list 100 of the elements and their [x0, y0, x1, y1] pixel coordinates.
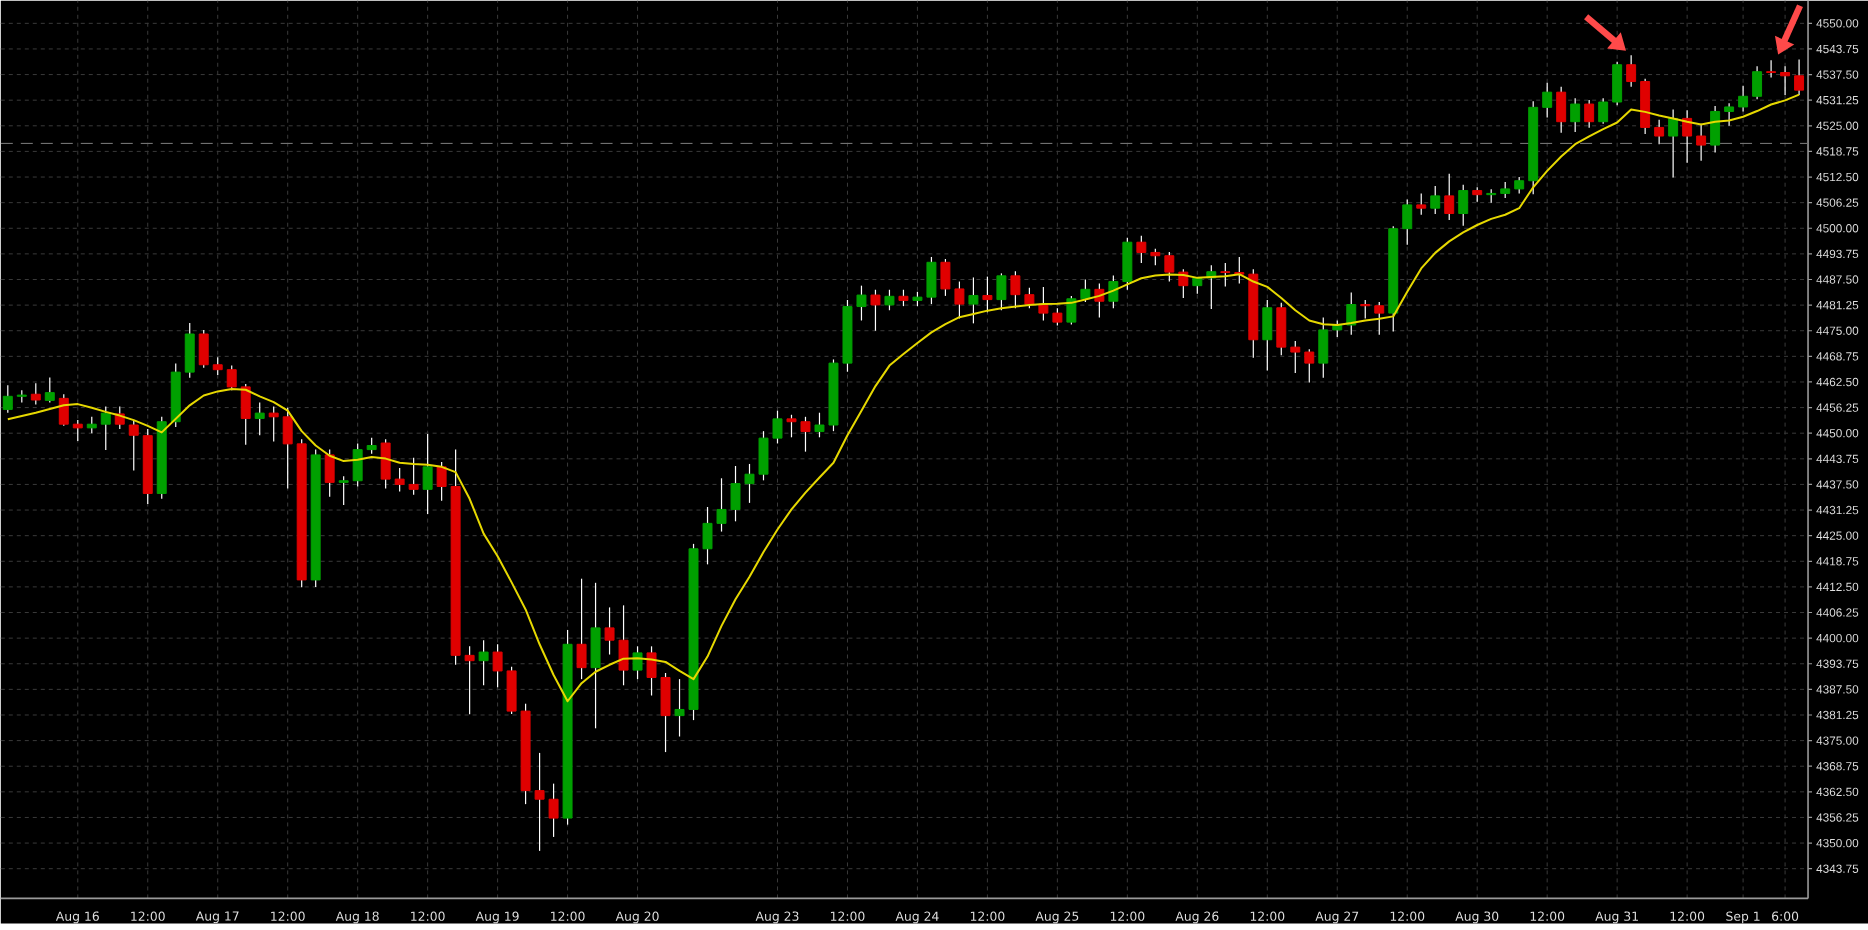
y-tick-label: 4381.25	[1816, 710, 1859, 720]
y-tick-label: 4387.50	[1816, 685, 1859, 694]
x-tick-label: 12:00	[1250, 911, 1285, 921]
candlestick	[1780, 65, 1791, 96]
y-tick-label: 4412.50	[1816, 582, 1859, 592]
candlestick	[1010, 270, 1021, 309]
y-tick-label: 4437.50	[1816, 480, 1859, 489]
candlestick	[814, 412, 825, 438]
candlestick	[982, 276, 993, 313]
candlestick	[1066, 295, 1077, 326]
y-tick-label: 4525.00	[1816, 121, 1859, 131]
candlestick	[1542, 82, 1553, 119]
y-tick-label: 4550.00	[1816, 19, 1859, 28]
x-tick-label: Aug 20	[615, 911, 659, 924]
x-tick-label: 12:00	[1530, 911, 1565, 921]
y-tick-label: 4350.00	[1816, 838, 1859, 848]
candlestick	[576, 578, 587, 680]
candlestick	[1360, 299, 1371, 320]
candlestick	[1458, 184, 1469, 227]
y-tick-label: 4468.75	[1816, 352, 1859, 361]
x-tick-label: 12:00	[1670, 911, 1705, 921]
x-tick-label: Aug 30	[1455, 911, 1499, 924]
candlestick	[1416, 192, 1427, 216]
candlestick	[604, 606, 615, 656]
candlestick	[674, 678, 685, 738]
candlestick	[786, 414, 797, 438]
x-tick-label: Aug 19	[475, 911, 519, 924]
candlestick	[632, 645, 643, 680]
candlestick	[1038, 286, 1049, 322]
x-tick-label: Aug 26	[1175, 911, 1219, 924]
candlestick	[254, 401, 265, 436]
candlestick	[226, 365, 237, 391]
candlestick	[30, 382, 41, 406]
candlestick	[1304, 348, 1315, 384]
y-tick-label: 4343.75	[1816, 864, 1859, 873]
candlestick	[716, 477, 727, 533]
x-tick-label: 12:00	[970, 911, 1005, 921]
x-tick-label: Aug 24	[895, 911, 939, 924]
candlestick	[1136, 235, 1147, 264]
y-tick-label: 4375.00	[1816, 736, 1859, 745]
y-tick-label: 4531.25	[1816, 96, 1859, 105]
candlestick	[1164, 251, 1175, 283]
candlestick	[72, 419, 83, 442]
y-tick-label: 4418.75	[1816, 557, 1859, 566]
y-tick-label: 4493.75	[1816, 249, 1859, 259]
x-tick-label: 12:00	[1390, 911, 1425, 921]
x-tick-label: Aug 27	[1315, 911, 1359, 924]
candlestick	[856, 285, 867, 322]
candlestick	[1654, 119, 1665, 145]
y-tick-label: 4356.25	[1816, 813, 1859, 822]
candlestick	[1108, 274, 1119, 309]
candlestick	[548, 783, 559, 838]
candlestick	[884, 289, 895, 311]
candlestick	[1290, 340, 1301, 374]
x-tick-label: 12:00	[551, 911, 585, 921]
candlestick	[1402, 199, 1413, 246]
candlestick	[1584, 99, 1595, 129]
candlestick	[1682, 109, 1693, 164]
y-tick-label: 4462.50	[1816, 377, 1859, 387]
y-tick-label: 4487.50	[1816, 275, 1859, 284]
x-tick-label: Sep 1	[1726, 911, 1760, 924]
candlestick	[478, 639, 489, 686]
candlestick	[870, 289, 881, 332]
x-tick-label: 12:00	[830, 911, 865, 921]
candlestick	[1668, 108, 1679, 179]
candlestick	[1598, 97, 1609, 125]
candlestick	[772, 410, 783, 445]
candlestick	[492, 643, 503, 688]
y-tick-label: 4368.75	[1816, 762, 1859, 771]
candlestick	[128, 420, 139, 472]
y-tick-label: 4425.00	[1816, 531, 1859, 540]
candlestick	[1724, 102, 1735, 127]
candlestick	[436, 461, 447, 502]
candlestick	[408, 457, 419, 496]
y-tick-label: 4400.00	[1816, 634, 1859, 643]
y-tick-label: 4512.50	[1816, 172, 1859, 182]
candlestick	[1626, 54, 1637, 88]
candlestick	[1220, 262, 1231, 288]
y-tick-label: 4393.75	[1816, 659, 1859, 668]
candlestick	[422, 433, 433, 515]
x-tick-label: 12:00	[411, 911, 445, 921]
candlestick	[1794, 58, 1805, 96]
candlestick	[2, 384, 13, 414]
y-tick-label: 4362.50	[1816, 787, 1859, 797]
y-tick-label: 4543.75	[1816, 44, 1859, 54]
x-tick-label: Aug 31	[1595, 911, 1638, 924]
y-tick-label: 4500.00	[1816, 224, 1859, 233]
y-tick-label: 4431.25	[1816, 505, 1859, 515]
candlestick	[1444, 173, 1455, 221]
y-tick-label: 4456.25	[1816, 403, 1859, 412]
candlestick	[268, 406, 279, 443]
y-tick-label: 4506.25	[1816, 198, 1859, 207]
x-tick-label: Aug 18	[335, 911, 379, 924]
candlestick	[1430, 185, 1441, 215]
y-tick-label: 4481.25	[1816, 300, 1859, 310]
x-tick-label: 6:00	[1772, 911, 1799, 921]
y-tick-label: 4406.25	[1816, 608, 1859, 617]
candlestick	[1570, 97, 1581, 133]
candlestick	[1738, 85, 1749, 113]
candlestick	[1696, 123, 1707, 162]
